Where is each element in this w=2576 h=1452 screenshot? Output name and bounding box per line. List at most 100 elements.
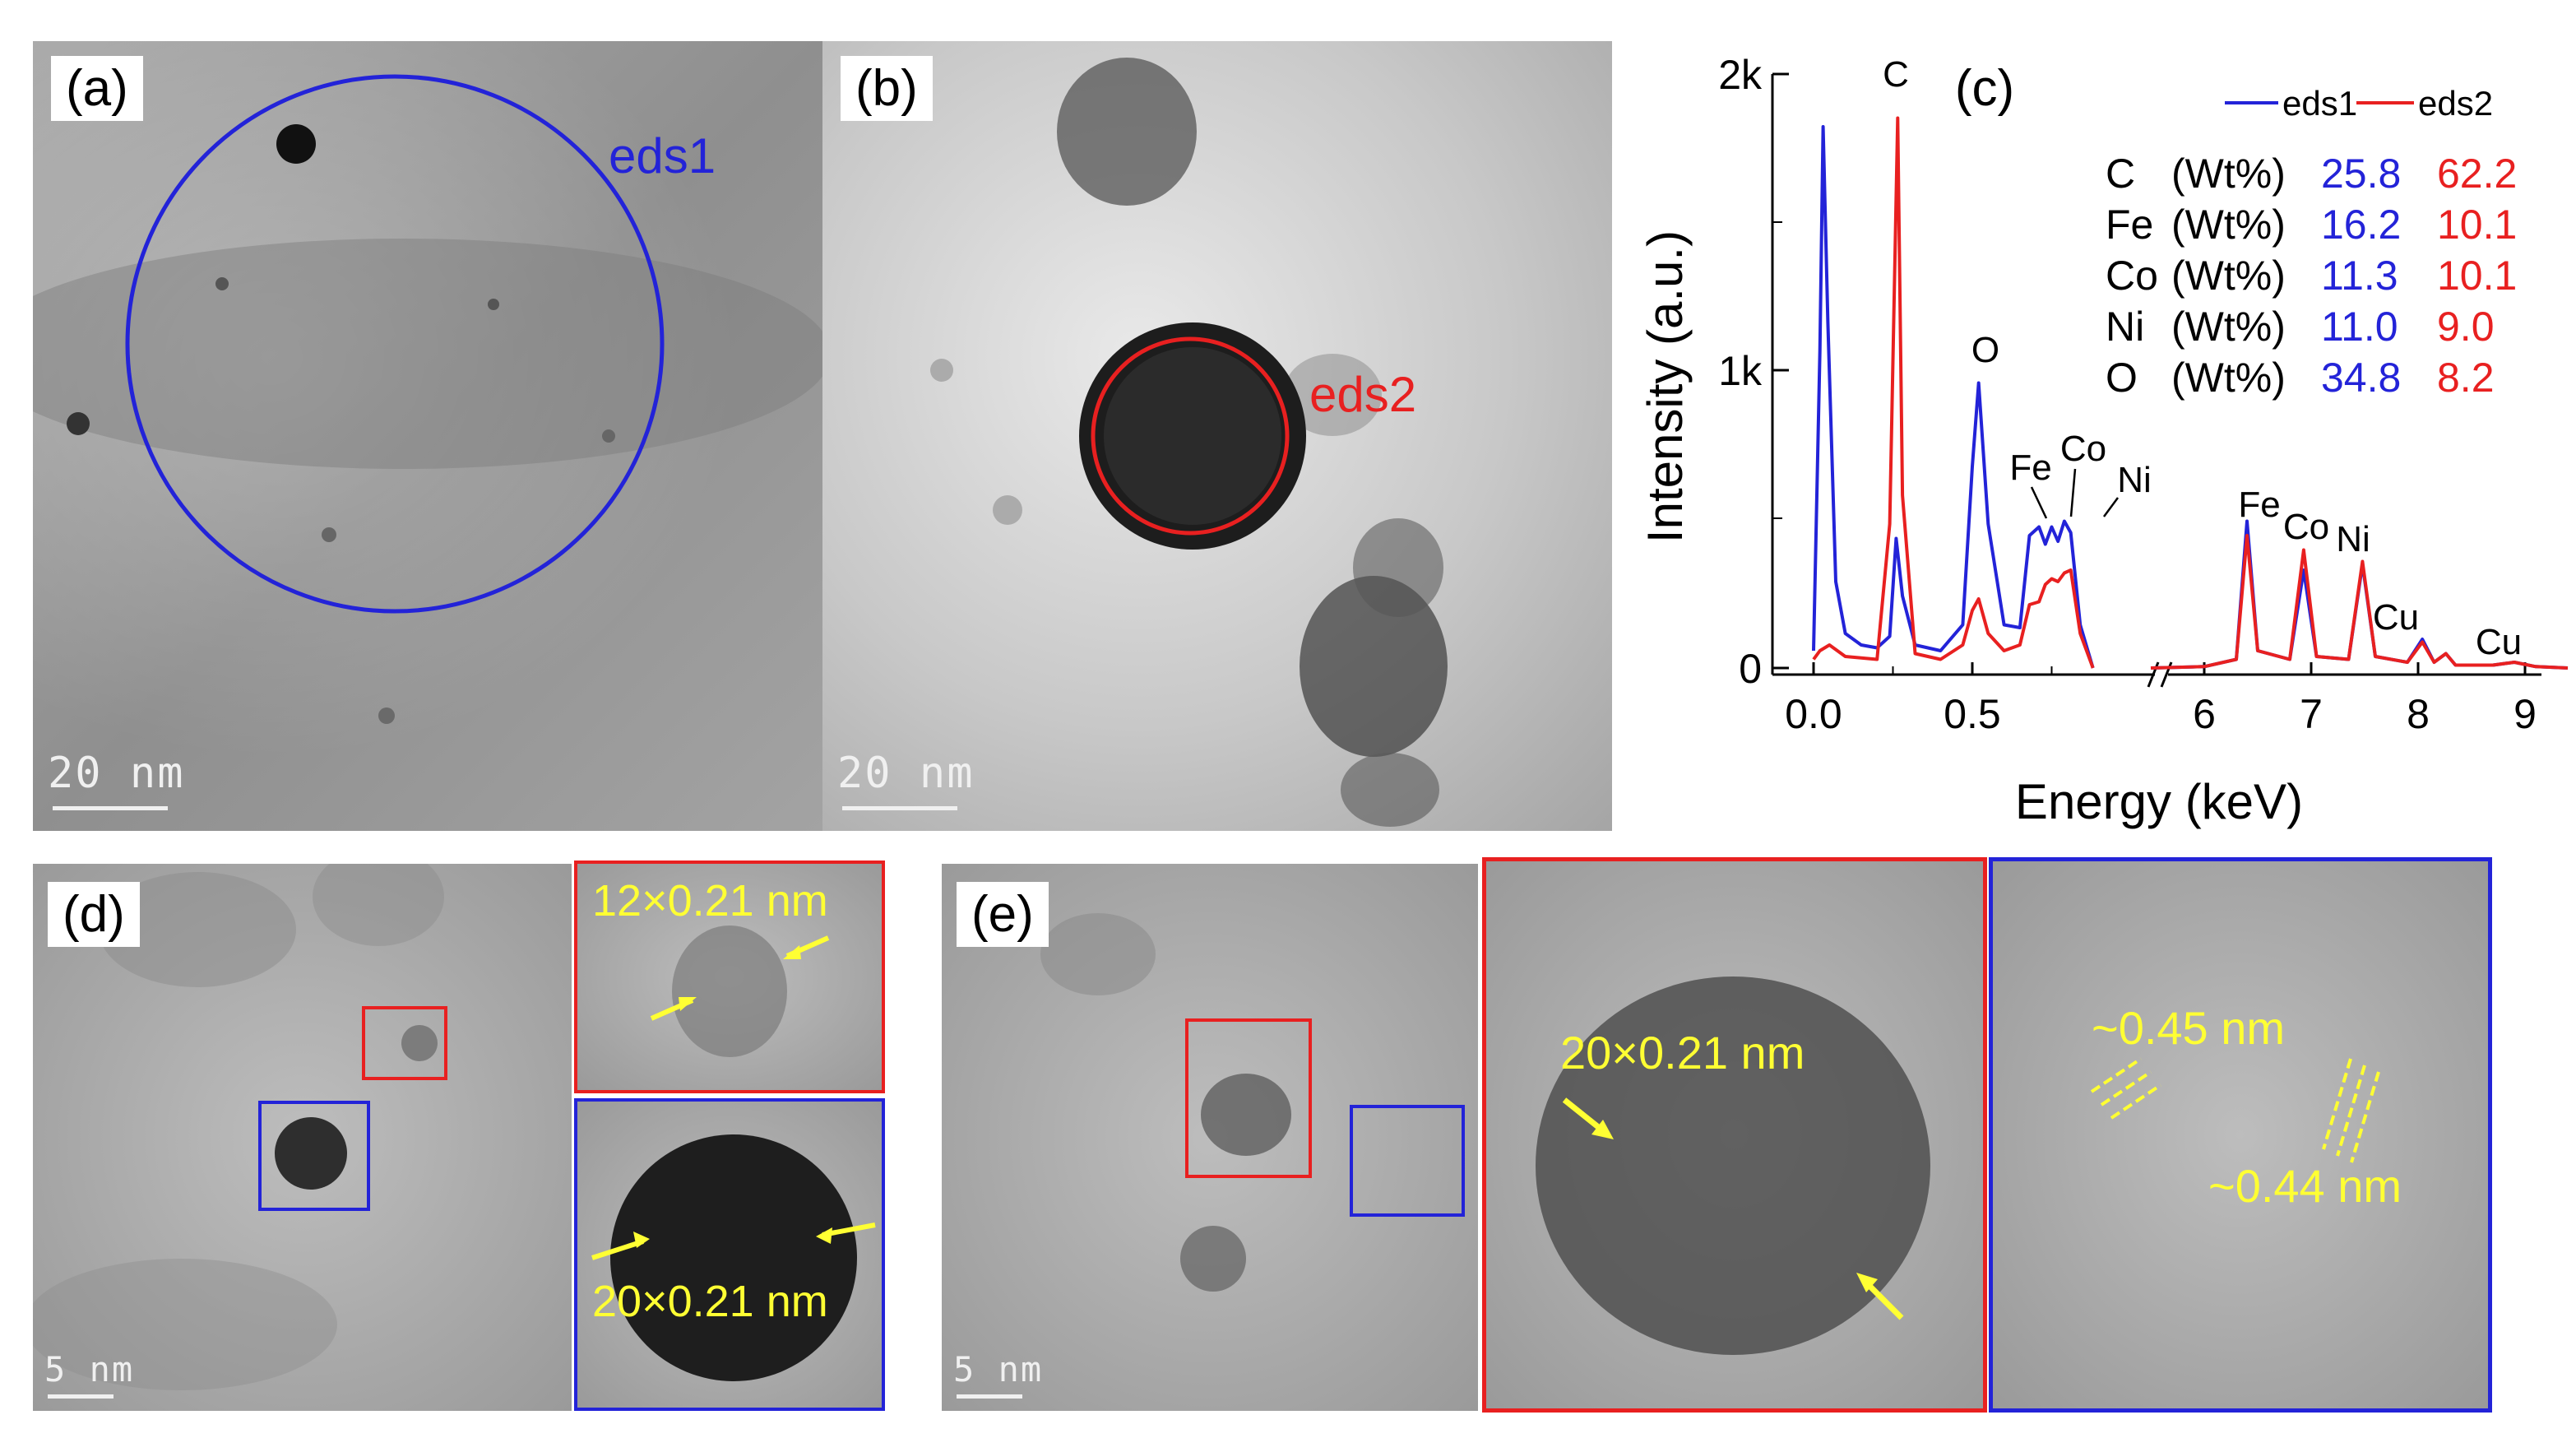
scale-bar-b-line: [842, 806, 957, 810]
table-eds1-value: 25.8: [2321, 151, 2401, 197]
composition-table: C (Wt%) 25.8 62.2 Fe (Wt%) 16.2 10.1 Co …: [2106, 151, 2517, 401]
table-element: O: [2106, 355, 2138, 401]
peak-label: Ni: [2336, 519, 2370, 559]
nanoparticle: [67, 412, 90, 435]
nanoparticle: [1201, 1074, 1291, 1156]
table-eds1-value: 11.0: [2321, 304, 2398, 350]
peak-arrows: [2030, 468, 2120, 519]
panel-d-features: [33, 864, 447, 1390]
series-eds2-high-line: [2150, 534, 2569, 670]
red-zoom-box: [1185, 1018, 1312, 1178]
eds2-region-circle: [1091, 336, 1290, 536]
eds1-region-label: eds1: [609, 128, 716, 183]
peak-labels: C O Fe Co Ni Fe Co Ni Cu Cu: [1883, 54, 2522, 662]
peak-label: Ni: [2117, 460, 2152, 500]
table-element: C: [2106, 151, 2135, 197]
nanoparticle: [993, 495, 1022, 525]
nanoparticle: [215, 277, 229, 290]
x-tick-label: 6: [2193, 691, 2216, 737]
fringe-line: [2090, 1057, 2143, 1093]
table-unit: (Wt%): [2171, 202, 2286, 248]
lattice-fringe-marks: [2090, 1057, 2380, 1163]
panel-a-label: (a): [51, 56, 143, 122]
panel-e-inset-blue: ~0.45 nm ~0.44 nm: [1989, 857, 2492, 1413]
panel-d-inset-red: 12×0.21 nm: [574, 861, 885, 1093]
arrow-head: [633, 1232, 650, 1248]
scale-bar-d: 5 nm: [44, 1349, 135, 1399]
peak-label: Co: [2283, 507, 2329, 547]
x-tick-label: 0.0: [1785, 691, 1842, 737]
y-tick-label: 0: [1739, 646, 1762, 692]
table-element: Co: [2106, 253, 2158, 299]
nanoparticle: [930, 359, 953, 382]
inset-red-annotation: 12×0.21 nm: [592, 876, 828, 925]
nanoparticle: [1353, 518, 1443, 617]
scale-bar-e-text: 5 nm: [953, 1349, 1044, 1389]
panel-c-label: (c): [1955, 60, 2014, 117]
x-axis-title: Energy (keV): [2015, 774, 2303, 829]
inset-e-red-features: [1536, 977, 1930, 1355]
eds-spectrum-chart: Intensity (a.u.) Energy (keV) 0 1k 2k 0.0 0.…: [1638, 52, 2569, 829]
fringe-line: [2336, 1065, 2366, 1157]
scale-bar-a-text: 20 nm: [48, 749, 185, 798]
scale-bar-d-text: 5 nm: [44, 1349, 135, 1389]
scale-bar-d-line: [48, 1394, 114, 1399]
table-unit: (Wt%): [2171, 304, 2286, 350]
panel-d-main: (d) 5 nm: [33, 864, 572, 1411]
arrow-head: [783, 945, 801, 959]
panel-c-label-bg: [1939, 53, 2030, 119]
inset-blue-features: [591, 1134, 876, 1381]
table-eds2-value: 10.1: [2437, 253, 2517, 299]
fringe-line: [2100, 1070, 2152, 1106]
scale-bar-e: 5 nm: [953, 1349, 1044, 1399]
x-tick-label: 8: [2407, 691, 2430, 737]
scale-bar-a-line: [53, 806, 168, 810]
panel-b-features: [930, 58, 1448, 827]
lattice-arrow: [591, 1239, 644, 1260]
inset-e-blue-features: [2090, 1057, 2380, 1163]
inset-blue-annotation: 20×0.21 nm: [592, 1277, 828, 1326]
inset-e-red-annotation: 20×0.21 nm: [1560, 1027, 1805, 1079]
arrow-head: [679, 997, 697, 1011]
legend-eds2-label: eds2: [2418, 84, 2493, 123]
fringe-line: [2110, 1083, 2162, 1120]
nanoparticle: [602, 429, 615, 443]
peak-label: Cu: [2476, 622, 2522, 662]
peak-label: Co: [2060, 429, 2106, 469]
panel-a-features: [33, 74, 822, 724]
nanoparticle: [1283, 354, 1382, 436]
large-nanoparticle: [275, 1117, 347, 1190]
table-unit: (Wt%): [2171, 355, 2286, 401]
peak-label: Fe: [2238, 485, 2280, 525]
panel-b-label: (b): [841, 56, 933, 122]
table-unit: (Wt%): [2171, 253, 2286, 299]
nanoparticle: [1057, 58, 1197, 206]
arrow-head: [1591, 1120, 1614, 1139]
panel-e-label: (e): [957, 882, 1049, 948]
particle-shadow: [99, 872, 296, 987]
eds1-region-circle: [125, 74, 665, 614]
scale-bar-b-text: 20 nm: [837, 749, 975, 798]
legend-eds1-label: eds1: [2282, 84, 2357, 123]
panel-a: (a) eds1 20 nm: [33, 41, 822, 831]
table-element: Ni: [2106, 304, 2144, 350]
d-spacing-label-2: ~0.44 nm: [2208, 1160, 2402, 1212]
x-tick-label: 9: [2513, 691, 2537, 737]
peak-label: C: [1883, 54, 1909, 95]
nanoparticle-zoom: [1536, 977, 1930, 1355]
x-tick-label: 7: [2300, 691, 2323, 737]
nanoparticle: [276, 124, 316, 164]
series-eds2-low-line: [1812, 116, 2095, 669]
table-eds1-value: 11.3: [2321, 253, 2398, 299]
red-zoom-box: [362, 1006, 447, 1080]
small-nanoparticle: [401, 1025, 438, 1061]
fe-peak-arrow: [2030, 486, 2048, 519]
nanoparticle: [322, 527, 336, 542]
nanoparticle: [1341, 753, 1439, 827]
table-eds2-value: 10.1: [2437, 202, 2517, 248]
scale-bar-b: 20 nm: [837, 749, 975, 810]
co-peak-arrow: [2069, 468, 2077, 517]
fringe-line: [2322, 1058, 2352, 1150]
nanoparticle: [378, 707, 395, 724]
carbon-film-band: [33, 239, 822, 469]
